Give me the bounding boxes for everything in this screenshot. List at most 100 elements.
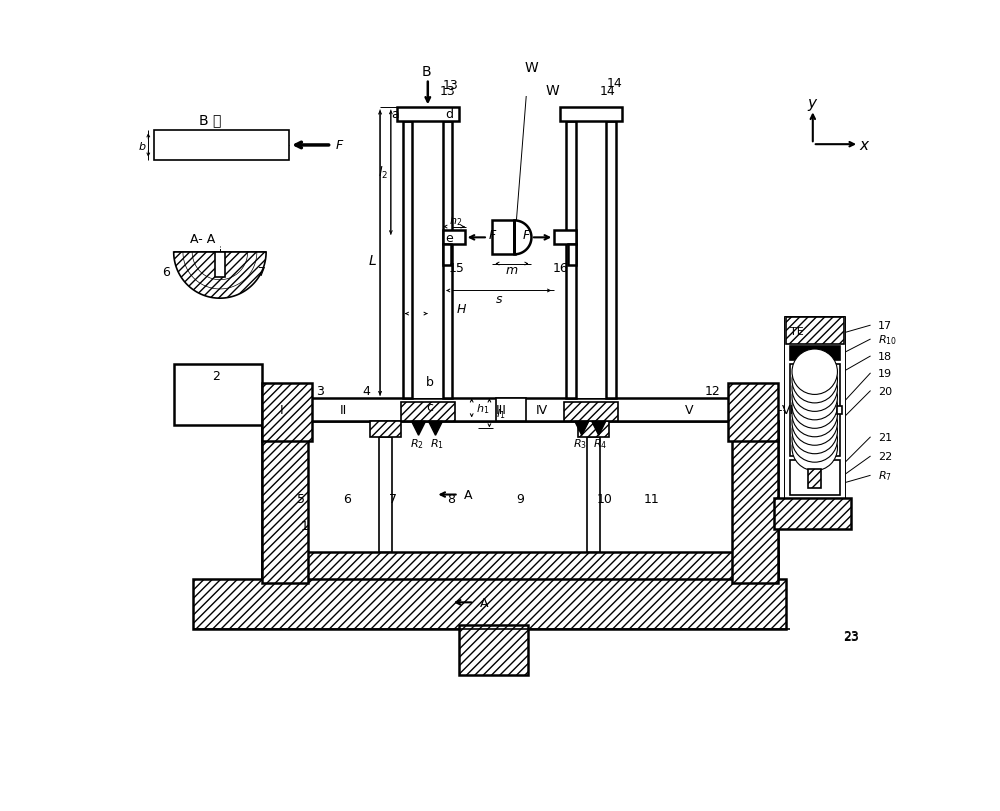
Polygon shape — [174, 253, 266, 298]
Text: 3: 3 — [316, 384, 324, 397]
Text: 19: 19 — [878, 368, 892, 379]
Bar — [587, 437, 600, 552]
Text: 9: 9 — [516, 492, 524, 505]
Text: $L$: $L$ — [368, 253, 377, 268]
Text: c: c — [427, 401, 434, 414]
Text: $F$: $F$ — [335, 139, 344, 152]
Text: 15: 15 — [449, 262, 465, 275]
Text: $h_2$: $h_2$ — [449, 213, 462, 227]
Text: II: II — [339, 404, 347, 417]
Bar — [578, 422, 609, 437]
Bar — [568, 245, 576, 266]
Text: $l_2$: $l_2$ — [378, 165, 388, 181]
Polygon shape — [515, 221, 531, 255]
Text: 1: 1 — [301, 519, 309, 532]
Text: 12: 12 — [705, 384, 721, 397]
Text: 14: 14 — [600, 84, 616, 97]
Text: A: A — [464, 488, 473, 501]
Bar — [443, 122, 452, 399]
Bar — [790, 461, 840, 495]
Polygon shape — [575, 422, 589, 436]
Text: IV: IV — [536, 404, 548, 417]
Text: b: b — [426, 375, 434, 388]
Bar — [262, 399, 774, 422]
Bar — [262, 552, 778, 583]
Bar — [174, 364, 262, 426]
Bar — [774, 499, 851, 530]
Text: $R_2$: $R_2$ — [410, 436, 424, 450]
Text: $b$: $b$ — [138, 139, 146, 152]
Text: W: W — [546, 84, 559, 98]
Text: B 向: B 向 — [199, 113, 221, 127]
Polygon shape — [429, 422, 442, 436]
Text: I: I — [280, 404, 283, 417]
Circle shape — [792, 417, 837, 462]
Text: 18: 18 — [878, 351, 892, 362]
Text: 6: 6 — [162, 265, 170, 278]
Bar — [786, 318, 844, 345]
Bar — [837, 406, 842, 414]
Text: V: V — [685, 404, 694, 417]
Text: 22: 22 — [878, 452, 893, 461]
Circle shape — [792, 367, 837, 412]
Bar — [215, 253, 225, 277]
Bar — [564, 402, 618, 422]
Bar — [576, 122, 606, 399]
Circle shape — [792, 401, 837, 446]
Text: $h_1$: $h_1$ — [476, 401, 489, 415]
Text: III: III — [496, 404, 506, 417]
Circle shape — [792, 426, 837, 471]
Text: d: d — [445, 108, 453, 121]
Bar — [808, 470, 821, 489]
Text: 17: 17 — [878, 320, 892, 331]
Bar — [403, 122, 412, 399]
Bar — [492, 221, 515, 255]
Bar — [262, 422, 308, 583]
Text: 10: 10 — [597, 492, 613, 505]
Text: 14: 14 — [606, 77, 622, 90]
Bar — [732, 422, 778, 583]
Text: TE: TE — [790, 327, 803, 337]
Text: 8: 8 — [447, 492, 455, 505]
Text: $R_4$: $R_4$ — [593, 436, 607, 450]
Circle shape — [792, 350, 837, 395]
Text: $x$: $x$ — [859, 138, 871, 152]
Bar — [566, 122, 576, 399]
Bar — [784, 316, 845, 500]
Circle shape — [792, 392, 837, 437]
Bar — [554, 231, 576, 245]
Polygon shape — [412, 422, 425, 436]
Bar — [193, 580, 786, 629]
Text: a: a — [392, 108, 399, 121]
Text: 11: 11 — [643, 492, 659, 505]
Text: W: W — [525, 61, 539, 75]
Text: 16: 16 — [552, 262, 568, 275]
Text: $R_1$: $R_1$ — [430, 436, 444, 450]
Text: 13: 13 — [439, 84, 455, 97]
Text: B: B — [421, 65, 431, 79]
Text: $F$: $F$ — [488, 229, 497, 242]
Bar — [443, 245, 451, 266]
Text: 2: 2 — [212, 369, 220, 382]
Bar — [790, 346, 840, 360]
Circle shape — [792, 375, 837, 420]
Circle shape — [792, 358, 837, 403]
Bar — [728, 384, 778, 441]
Text: $R_7$: $R_7$ — [878, 469, 892, 483]
Text: $s$: $s$ — [495, 292, 503, 305]
Text: 13: 13 — [443, 79, 459, 92]
Text: 7: 7 — [389, 492, 397, 505]
Text: 5: 5 — [297, 492, 305, 505]
Text: A: A — [480, 596, 488, 609]
Bar — [262, 422, 778, 583]
Bar — [379, 437, 392, 552]
Bar — [790, 364, 840, 457]
Text: VI: VI — [782, 404, 794, 417]
Text: 23: 23 — [843, 631, 859, 644]
Text: 4: 4 — [362, 384, 370, 397]
Text: 7: 7 — [258, 265, 266, 278]
Text: $y$: $y$ — [807, 97, 819, 113]
Bar — [443, 231, 465, 245]
Text: e: e — [445, 232, 453, 245]
Circle shape — [792, 409, 837, 454]
